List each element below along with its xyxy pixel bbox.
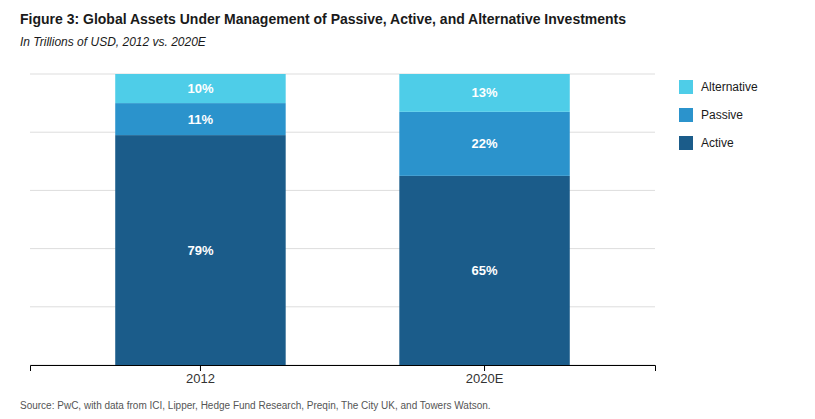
chart: Figure 3: Global Assets Under Management… bbox=[0, 0, 815, 419]
bars bbox=[115, 74, 570, 365]
title: Figure 3: Global Assets Under Management… bbox=[20, 11, 626, 27]
bar-segment bbox=[115, 135, 285, 365]
x-axis-line bbox=[31, 366, 656, 372]
legend-swatch bbox=[679, 136, 693, 150]
x-axis: 2012 2020E bbox=[31, 365, 656, 386]
bar-segment bbox=[399, 112, 569, 176]
x-tick-label: 2012 bbox=[186, 371, 215, 386]
x-tick-mark bbox=[200, 365, 201, 371]
legend-item: Alternative bbox=[679, 80, 758, 94]
legend: Alternative Passive Active bbox=[679, 80, 758, 150]
x-tick-mark bbox=[484, 365, 485, 371]
legend-label: Alternative bbox=[701, 80, 758, 94]
grid bbox=[30, 74, 655, 365]
bar-segment bbox=[115, 74, 285, 103]
subtitle: In Trillions of USD, 2012 vs. 2020E bbox=[20, 35, 207, 49]
data-label: 65% bbox=[472, 263, 498, 278]
legend-swatch bbox=[679, 80, 693, 94]
x-tick: 2020E bbox=[466, 365, 504, 386]
legend-label: Passive bbox=[701, 108, 743, 122]
legend-item: Passive bbox=[679, 108, 743, 122]
plot: 79% 65% 11% 22% 10% 13% 2012 2020E bbox=[30, 74, 656, 386]
bar-segment bbox=[399, 176, 569, 365]
legend-swatch bbox=[679, 108, 693, 122]
data-label: 11% bbox=[188, 112, 214, 127]
data-label: 13% bbox=[472, 85, 498, 100]
bar-segment bbox=[399, 74, 569, 112]
data-labels: 79% 65% 11% 22% 10% 13% bbox=[187, 81, 498, 278]
x-tick-label: 2020E bbox=[466, 371, 504, 386]
source-note: Source: PwC, with data from ICI, Lipper,… bbox=[20, 400, 491, 411]
data-label: 10% bbox=[187, 81, 213, 96]
x-tick: 2012 bbox=[186, 365, 215, 386]
legend-label: Active bbox=[701, 136, 734, 150]
data-label: 22% bbox=[472, 136, 498, 151]
legend-item: Active bbox=[679, 136, 734, 150]
bar-segment bbox=[115, 103, 285, 135]
data-label: 79% bbox=[187, 243, 213, 258]
